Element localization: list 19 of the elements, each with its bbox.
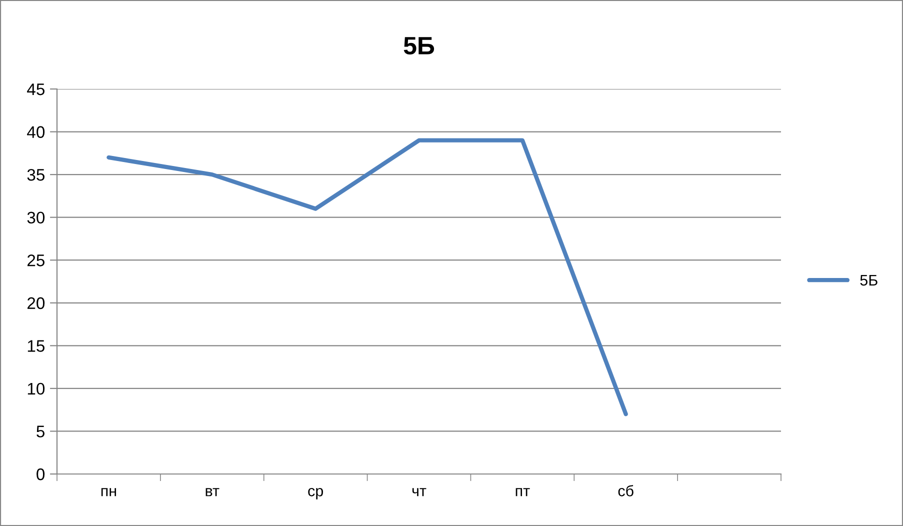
x-tick-label: пн — [101, 488, 116, 496]
y-tick-label: 0 — [36, 468, 45, 480]
y-tick-label: 40 — [27, 126, 45, 138]
y-tick-label: 10 — [28, 382, 45, 395]
y-tick-label: 15 — [28, 340, 44, 352]
line-series — [106, 138, 628, 416]
y-tick-label: 35 — [27, 168, 44, 181]
y-tick-label: 30 — [27, 212, 45, 224]
y-tick-label: 25 — [27, 254, 44, 266]
chart-title: 5Б — [404, 37, 434, 55]
y-tick-label: 45 — [27, 84, 44, 96]
x-tick-label: чт — [412, 488, 426, 496]
legend-label: 5Б — [860, 274, 878, 286]
x-tick-label: ср — [308, 488, 323, 500]
x-tick-label: пт — [516, 488, 530, 496]
y-tick-label: 5 — [36, 426, 44, 438]
x-tick-label: сб — [618, 484, 634, 496]
x-tick-label: вт — [206, 488, 220, 496]
y-tick-label: 20 — [27, 297, 45, 310]
